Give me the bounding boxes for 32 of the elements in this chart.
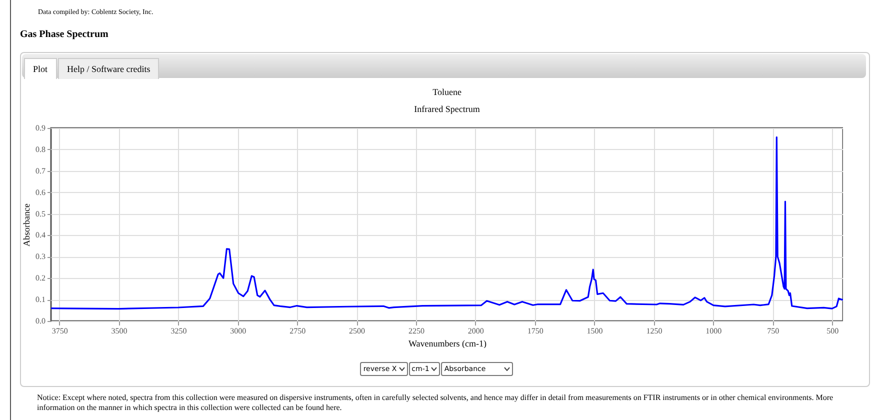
x-tick-label: 3750 [52, 326, 68, 336]
x-tick-label: 3000 [230, 326, 246, 336]
chart-title: Toluene [432, 87, 462, 97]
x-tick-label: 2750 [290, 326, 306, 336]
text: Help / Software credits [58, 58, 160, 79]
line-series [51, 136, 843, 310]
y-tick-label: 0.8 [36, 144, 46, 154]
text: Notice: Except where noted, spectra from this collection were measured on dispersive instruments, often in carefully selected solvents, and hence may differ in detail from measurements on FTIR instruments or in other chemical environments. More information on the manner in which spectra in this collection were collected can be found here. [37, 393, 834, 413]
x-tick-label: 1000 [706, 326, 722, 336]
y-tick-label: 0.1 [36, 295, 46, 304]
text: Gas Phase Spectrum [20, 29, 108, 40]
x-tick-label: 1500 [586, 326, 603, 336]
y-tick-label: 0.5 [36, 209, 46, 218]
y-axis-title: Absorbance [22, 204, 32, 246]
y-tick-label: 0.4 [36, 230, 46, 240]
x-tick-label: 2500 [349, 326, 366, 336]
x-tick-label: 1750 [527, 326, 544, 336]
text: Plot [24, 58, 57, 79]
x-tick-label: 500 [826, 326, 839, 336]
y-tick-label: 0.0 [36, 316, 46, 326]
y-tick-label: 0.9 [36, 124, 46, 132]
chart-subtitle: Infrared Spectrum [414, 104, 480, 114]
y-tick-label: 0.2 [36, 274, 46, 283]
y-tick-label: 0.6 [36, 188, 46, 197]
y-tick-label: 0.3 [36, 252, 46, 262]
x-tick-label: 2250 [408, 326, 424, 336]
x-tick-label: 1250 [646, 326, 662, 336]
x-tick-label: 750 [767, 326, 780, 336]
x-tick-label: 3500 [111, 326, 128, 336]
x-tick-label: 2000 [468, 326, 484, 336]
x-tick-label: 3250 [170, 326, 187, 336]
y-tick-label: 0.7 [36, 166, 46, 176]
